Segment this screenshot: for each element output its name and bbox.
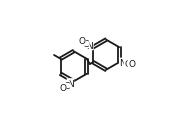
Text: C: C <box>63 81 70 90</box>
Text: N: N <box>119 59 126 68</box>
Text: C: C <box>124 59 130 68</box>
Text: O: O <box>79 37 86 46</box>
Text: N: N <box>67 79 74 88</box>
Text: C: C <box>83 39 89 48</box>
Text: O: O <box>128 59 135 68</box>
Text: N: N <box>87 41 93 50</box>
Text: O: O <box>59 83 66 92</box>
